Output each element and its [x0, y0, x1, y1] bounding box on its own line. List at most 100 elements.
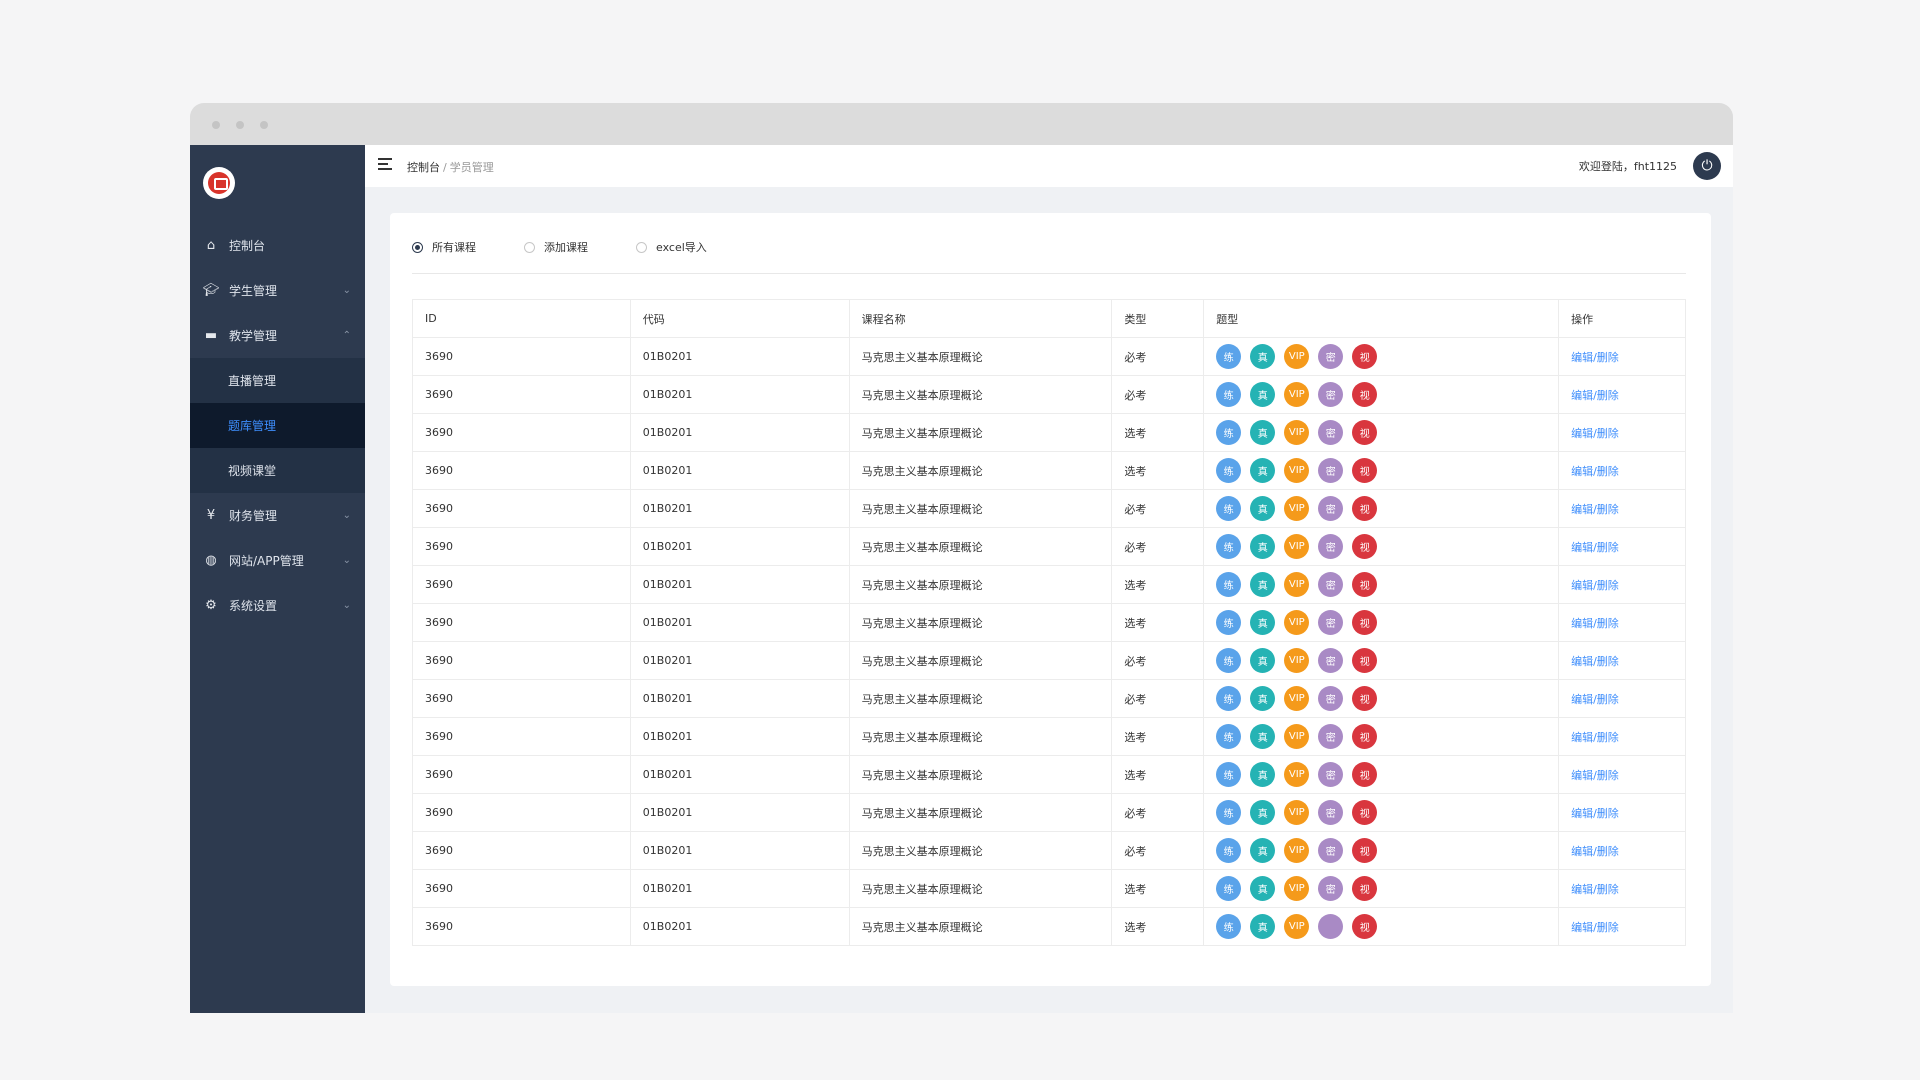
secret-tag[interactable]: 密	[1318, 496, 1344, 521]
logo[interactable]	[203, 167, 235, 199]
real-exam-tag[interactable]: 真	[1250, 648, 1276, 673]
practice-tag[interactable]: 练	[1216, 686, 1242, 711]
secret-tag[interactable]: 密	[1318, 382, 1344, 407]
video-tag[interactable]: 视	[1352, 876, 1378, 901]
video-tag[interactable]: 视	[1352, 686, 1378, 711]
real-exam-tag[interactable]: 真	[1250, 344, 1276, 369]
practice-tag[interactable]: 练	[1216, 458, 1242, 483]
real-exam-tag[interactable]: 真	[1250, 610, 1276, 635]
real-exam-tag[interactable]: 真	[1250, 876, 1276, 901]
real-exam-tag[interactable]: 真	[1250, 914, 1276, 939]
vip-tag[interactable]: VIP	[1284, 838, 1310, 863]
video-tag[interactable]: 视	[1352, 724, 1378, 749]
video-tag[interactable]: 视	[1352, 534, 1378, 559]
secret-tag[interactable]: 密	[1318, 610, 1344, 635]
vip-tag[interactable]: VIP	[1284, 686, 1310, 711]
tab-add-course[interactable]: 添加课程	[524, 237, 588, 257]
practice-tag[interactable]: 练	[1216, 534, 1242, 559]
sidebar-item-teaching[interactable]: ▬ 教学管理 ⌃	[190, 313, 365, 358]
practice-tag[interactable]: 练	[1216, 648, 1242, 673]
menu-toggle-icon[interactable]	[378, 158, 392, 170]
video-tag[interactable]: 视	[1352, 800, 1378, 825]
radio-selected[interactable]	[412, 241, 423, 253]
vip-tag[interactable]: VIP	[1284, 876, 1310, 901]
secret-tag[interactable]: 密	[1318, 800, 1344, 825]
window-dot[interactable]	[212, 121, 220, 129]
secret-tag[interactable]	[1318, 914, 1344, 939]
real-exam-tag[interactable]: 真	[1250, 382, 1276, 407]
edit-delete-link[interactable]: 编辑/删除	[1558, 489, 1686, 528]
vip-tag[interactable]: VIP	[1284, 420, 1310, 445]
edit-delete-link[interactable]: 编辑/删除	[1558, 641, 1686, 680]
practice-tag[interactable]: 练	[1216, 572, 1242, 597]
edit-delete-link[interactable]: 编辑/删除	[1558, 869, 1686, 908]
real-exam-tag[interactable]: 真	[1250, 724, 1276, 749]
edit-delete-link[interactable]: 编辑/删除	[1558, 907, 1686, 946]
edit-delete-link[interactable]: 编辑/删除	[1558, 603, 1686, 642]
real-exam-tag[interactable]: 真	[1250, 762, 1276, 787]
secret-tag[interactable]: 密	[1318, 838, 1344, 863]
real-exam-tag[interactable]: 真	[1250, 838, 1276, 863]
real-exam-tag[interactable]: 真	[1250, 458, 1276, 483]
sidebar-subitem-live[interactable]: 直播管理	[190, 358, 365, 403]
video-tag[interactable]: 视	[1352, 496, 1378, 521]
real-exam-tag[interactable]: 真	[1250, 686, 1276, 711]
vip-tag[interactable]: VIP	[1284, 914, 1310, 939]
practice-tag[interactable]: 练	[1216, 610, 1242, 635]
sidebar-subitem-question-bank[interactable]: 题库管理	[190, 403, 365, 448]
edit-delete-link[interactable]: 编辑/删除	[1558, 755, 1686, 794]
video-tag[interactable]: 视	[1352, 572, 1378, 597]
practice-tag[interactable]: 练	[1216, 762, 1242, 787]
edit-delete-link[interactable]: 编辑/删除	[1558, 451, 1686, 490]
sidebar-item-website-app[interactable]: ◍ 网站/APP管理 ⌄	[190, 538, 365, 583]
video-tag[interactable]: 视	[1352, 420, 1378, 445]
real-exam-tag[interactable]: 真	[1250, 800, 1276, 825]
sidebar-item-settings[interactable]: ⚙ 系统设置 ⌄	[190, 583, 365, 628]
vip-tag[interactable]: VIP	[1284, 534, 1310, 559]
secret-tag[interactable]: 密	[1318, 420, 1344, 445]
vip-tag[interactable]: VIP	[1284, 572, 1310, 597]
vip-tag[interactable]: VIP	[1284, 344, 1310, 369]
secret-tag[interactable]: 密	[1318, 534, 1344, 559]
sidebar-item-students[interactable]: 🎓︎ 学生管理 ⌄	[190, 268, 365, 313]
breadcrumb-root[interactable]: 控制台	[407, 161, 440, 174]
real-exam-tag[interactable]: 真	[1250, 572, 1276, 597]
video-tag[interactable]: 视	[1352, 762, 1378, 787]
tab-all-courses[interactable]: 所有课程	[412, 237, 476, 257]
sidebar-item-finance[interactable]: ¥ 财务管理 ⌄	[190, 493, 365, 538]
radio-unselected[interactable]	[524, 241, 535, 253]
edit-delete-link[interactable]: 编辑/删除	[1558, 337, 1686, 376]
practice-tag[interactable]: 练	[1216, 382, 1242, 407]
edit-delete-link[interactable]: 编辑/删除	[1558, 679, 1686, 718]
secret-tag[interactable]: 密	[1318, 762, 1344, 787]
secret-tag[interactable]: 密	[1318, 572, 1344, 597]
edit-delete-link[interactable]: 编辑/删除	[1558, 375, 1686, 414]
vip-tag[interactable]: VIP	[1284, 458, 1310, 483]
vip-tag[interactable]: VIP	[1284, 800, 1310, 825]
edit-delete-link[interactable]: 编辑/删除	[1558, 527, 1686, 566]
video-tag[interactable]: 视	[1352, 914, 1378, 939]
practice-tag[interactable]: 练	[1216, 838, 1242, 863]
vip-tag[interactable]: VIP	[1284, 724, 1310, 749]
secret-tag[interactable]: 密	[1318, 458, 1344, 483]
sidebar-subitem-video-class[interactable]: 视频课堂	[190, 448, 365, 493]
video-tag[interactable]: 视	[1352, 838, 1378, 863]
edit-delete-link[interactable]: 编辑/删除	[1558, 413, 1686, 452]
radio-unselected[interactable]	[636, 241, 647, 253]
window-dot[interactable]	[236, 121, 244, 129]
secret-tag[interactable]: 密	[1318, 876, 1344, 901]
practice-tag[interactable]: 练	[1216, 876, 1242, 901]
edit-delete-link[interactable]: 编辑/删除	[1558, 793, 1686, 832]
practice-tag[interactable]: 练	[1216, 496, 1242, 521]
real-exam-tag[interactable]: 真	[1250, 420, 1276, 445]
tab-excel-import[interactable]: excel导入	[636, 237, 707, 257]
video-tag[interactable]: 视	[1352, 648, 1378, 673]
vip-tag[interactable]: VIP	[1284, 610, 1310, 635]
video-tag[interactable]: 视	[1352, 610, 1378, 635]
practice-tag[interactable]: 练	[1216, 914, 1242, 939]
practice-tag[interactable]: 练	[1216, 800, 1242, 825]
practice-tag[interactable]: 练	[1216, 724, 1242, 749]
edit-delete-link[interactable]: 编辑/删除	[1558, 717, 1686, 756]
practice-tag[interactable]: 练	[1216, 420, 1242, 445]
window-dot[interactable]	[260, 121, 268, 129]
